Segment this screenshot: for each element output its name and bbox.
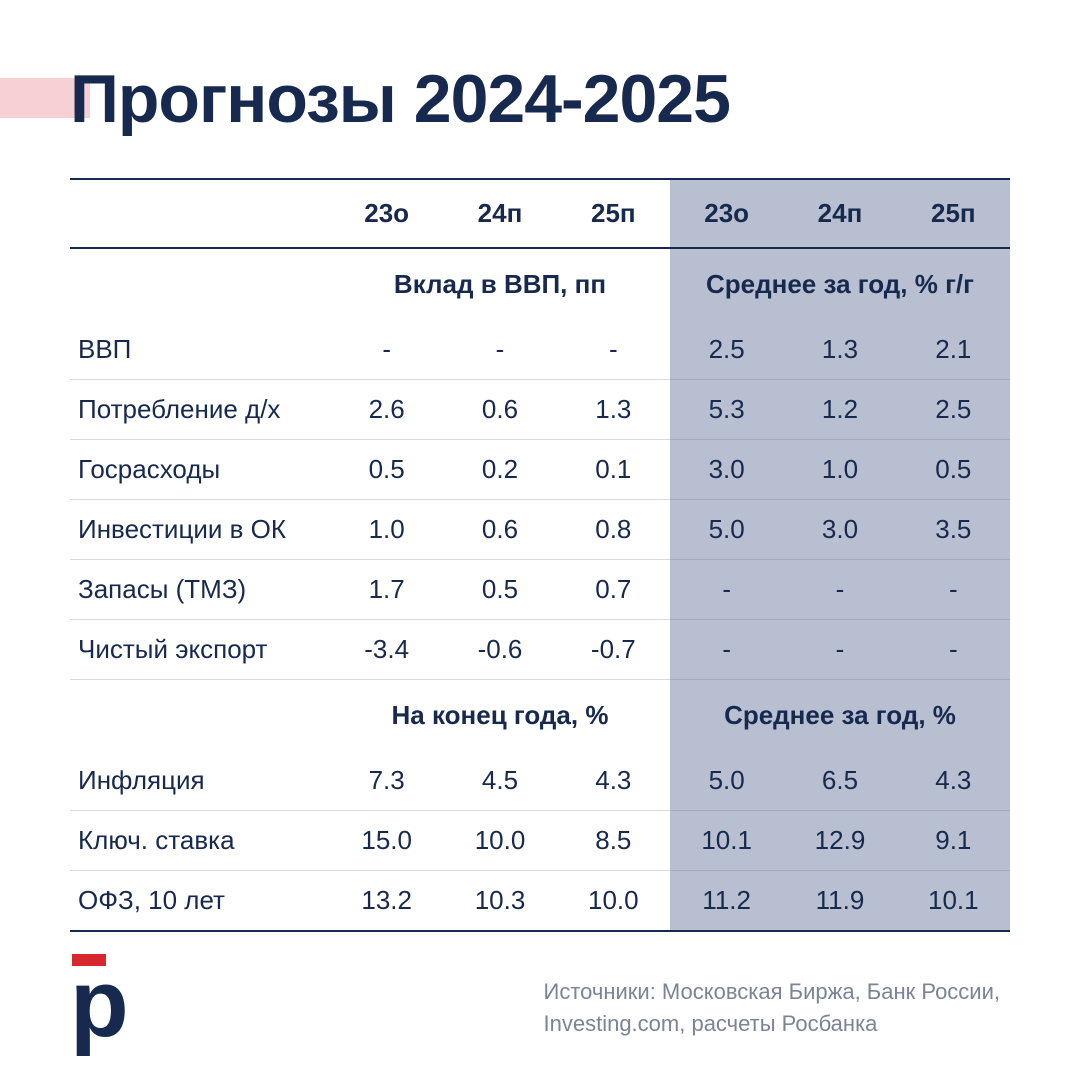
cell-value: 5.0 (670, 500, 783, 560)
table-row: Ключ. ставка15.010.08.510.112.99.1 (70, 811, 1010, 871)
cell-value: 6.5 (783, 751, 896, 811)
cell-value: 3.0 (670, 440, 783, 500)
table-subhead: На конец года, %Среднее за год, % (70, 680, 1010, 752)
header-year: 25п (557, 179, 670, 248)
sources-line: Источники: Московская Биржа, Банк России… (544, 976, 1001, 1008)
cell-value: 2.1 (897, 320, 1010, 380)
header-year: 24п (783, 179, 896, 248)
cell-value: 1.7 (330, 560, 443, 620)
subhead-left: Вклад в ВВП, пп (330, 248, 670, 320)
cell-value: - (330, 320, 443, 380)
cell-value: 11.9 (783, 871, 896, 932)
cell-value: 10.3 (443, 871, 556, 932)
cell-value: 0.2 (443, 440, 556, 500)
header-year: 24п (443, 179, 556, 248)
cell-value: 4.3 (897, 751, 1010, 811)
cell-value: - (783, 620, 896, 680)
cell-value: 3.5 (897, 500, 1010, 560)
cell-value: 13.2 (330, 871, 443, 932)
page-title: Прогнозы 2024-2025 (70, 60, 1020, 138)
cell-value: - (670, 620, 783, 680)
cell-value: - (897, 560, 1010, 620)
forecast-table-wrap: 23о24п25п23о24п25пВклад в ВВП, ппСреднее… (70, 178, 1010, 932)
cell-value: -3.4 (330, 620, 443, 680)
cell-value: 7.3 (330, 751, 443, 811)
cell-value: -0.6 (443, 620, 556, 680)
cell-value: 1.2 (783, 380, 896, 440)
cell-value: 0.5 (443, 560, 556, 620)
cell-value: 4.3 (557, 751, 670, 811)
cell-value: 9.1 (897, 811, 1010, 871)
logo-glyph: р (70, 968, 123, 1040)
subhead-blank (70, 680, 330, 752)
subhead-right: Среднее за год, % г/г (670, 248, 1010, 320)
cell-value: - (897, 620, 1010, 680)
cell-value: 0.7 (557, 560, 670, 620)
header-year: 23о (330, 179, 443, 248)
cell-value: - (443, 320, 556, 380)
cell-value: 0.6 (443, 500, 556, 560)
header-year: 23о (670, 179, 783, 248)
cell-value: 1.0 (330, 500, 443, 560)
table-subhead: Вклад в ВВП, ппСреднее за год, % г/г (70, 248, 1010, 320)
sources-line: Investing.com, расчеты Росбанка (544, 1008, 1001, 1040)
cell-value: 12.9 (783, 811, 896, 871)
cell-value: 5.3 (670, 380, 783, 440)
title-block: Прогнозы 2024-2025 (60, 60, 1020, 138)
table-row: Инвестиции в ОК1.00.60.85.03.03.5 (70, 500, 1010, 560)
subhead-left: На конец года, % (330, 680, 670, 752)
table-row: Госрасходы0.50.20.13.01.00.5 (70, 440, 1010, 500)
cell-value: 2.6 (330, 380, 443, 440)
cell-value: 0.6 (443, 380, 556, 440)
cell-value: 2.5 (670, 320, 783, 380)
subhead-right: Среднее за год, % (670, 680, 1010, 752)
cell-value: 0.5 (330, 440, 443, 500)
table-row: Запасы (ТМЗ)1.70.50.7--- (70, 560, 1010, 620)
cell-value: 4.5 (443, 751, 556, 811)
row-label: Инфляция (70, 751, 330, 811)
cell-value: 10.1 (897, 871, 1010, 932)
cell-value: 0.1 (557, 440, 670, 500)
cell-value: - (670, 560, 783, 620)
header-blank (70, 179, 330, 248)
cell-value: 2.5 (897, 380, 1010, 440)
sources-text: Источники: Московская Биржа, Банк России… (544, 976, 1001, 1040)
cell-value: 1.3 (783, 320, 896, 380)
cell-value: 5.0 (670, 751, 783, 811)
cell-value: 0.8 (557, 500, 670, 560)
table-row: Потребление д/х2.60.61.35.31.22.5 (70, 380, 1010, 440)
cell-value: 10.1 (670, 811, 783, 871)
subhead-blank (70, 248, 330, 320)
row-label: Запасы (ТМЗ) (70, 560, 330, 620)
cell-value: 10.0 (443, 811, 556, 871)
cell-value: 3.0 (783, 500, 896, 560)
row-label: ОФЗ, 10 лет (70, 871, 330, 932)
cell-value: 1.3 (557, 380, 670, 440)
row-label: Потребление д/х (70, 380, 330, 440)
cell-value: 11.2 (670, 871, 783, 932)
cell-value: -0.7 (557, 620, 670, 680)
cell-value: - (557, 320, 670, 380)
cell-value: 15.0 (330, 811, 443, 871)
table-row: ОФЗ, 10 лет13.210.310.011.211.910.1 (70, 871, 1010, 932)
row-label: Госрасходы (70, 440, 330, 500)
table-row: Чистый экспорт-3.4-0.6-0.7--- (70, 620, 1010, 680)
row-label: Ключ. ставка (70, 811, 330, 871)
row-label: Инвестиции в ОК (70, 500, 330, 560)
footer: р Источники: Московская Биржа, Банк Росс… (60, 954, 1020, 1040)
header-year: 25п (897, 179, 1010, 248)
table-header-years: 23о24п25п23о24п25п (70, 179, 1010, 248)
brand-logo: р (70, 954, 123, 1040)
cell-value: 0.5 (897, 440, 1010, 500)
cell-value: 10.0 (557, 871, 670, 932)
table-row: Инфляция7.34.54.35.06.54.3 (70, 751, 1010, 811)
cell-value: 1.0 (783, 440, 896, 500)
forecast-table: 23о24п25п23о24п25пВклад в ВВП, ппСреднее… (70, 178, 1010, 932)
row-label: Чистый экспорт (70, 620, 330, 680)
table-row: ВВП---2.51.32.1 (70, 320, 1010, 380)
row-label: ВВП (70, 320, 330, 380)
cell-value: 8.5 (557, 811, 670, 871)
cell-value: - (783, 560, 896, 620)
